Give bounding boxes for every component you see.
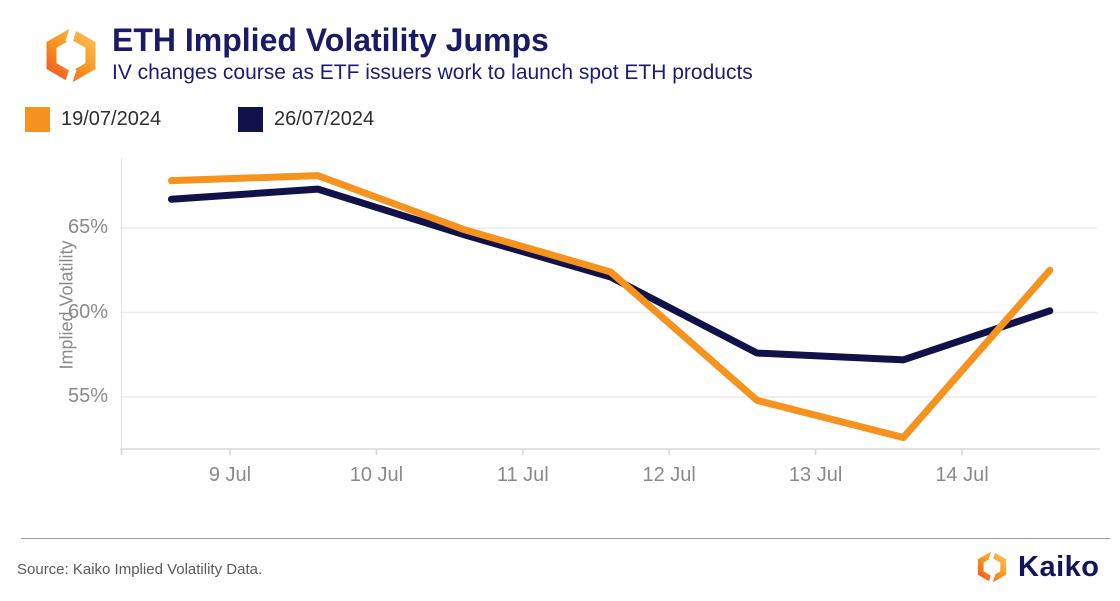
series-line-19-07-2024 [167,172,1054,442]
y-tick-label: 55% [67,385,108,407]
x-tick-label: 10 Jul [349,464,404,486]
x-tick-label: 9 Jul [208,464,252,486]
kaiko-wordmark: Kaiko [1018,550,1100,583]
y-tick-label: 60% [67,300,108,323]
kaiko-emblem-icon [975,550,1009,584]
legend-item-19-07-2024: 19/07/2024 [25,107,161,132]
x-tick-label: 12 Jul [642,464,696,486]
series-line-26-07-2024 [167,185,1054,364]
legend-swatch-navy [238,107,263,132]
x-tick-label: 14 Jul [935,464,989,486]
legend-swatch-orange [25,107,50,132]
kaiko-footer-logo: Kaiko [975,550,1099,584]
chart-title: ETH Implied Volatility Jumps [112,22,549,58]
y-tick-label: 65% [67,216,108,238]
legend-item-26-07-2024: 26/07/2024 [238,107,374,132]
chart-subtitle: IV changes course as ETF issuers work to… [112,61,753,84]
source-note: Source: Kaiko Implied Volatility Data. [17,561,263,578]
legend-label: 26/07/2024 [274,108,375,130]
x-tick-label: 11 Jul [496,464,549,486]
legend-label: 19/07/2024 [61,108,162,130]
footer-divider [21,538,1110,539]
x-tick-label: 13 Jul [788,464,843,486]
